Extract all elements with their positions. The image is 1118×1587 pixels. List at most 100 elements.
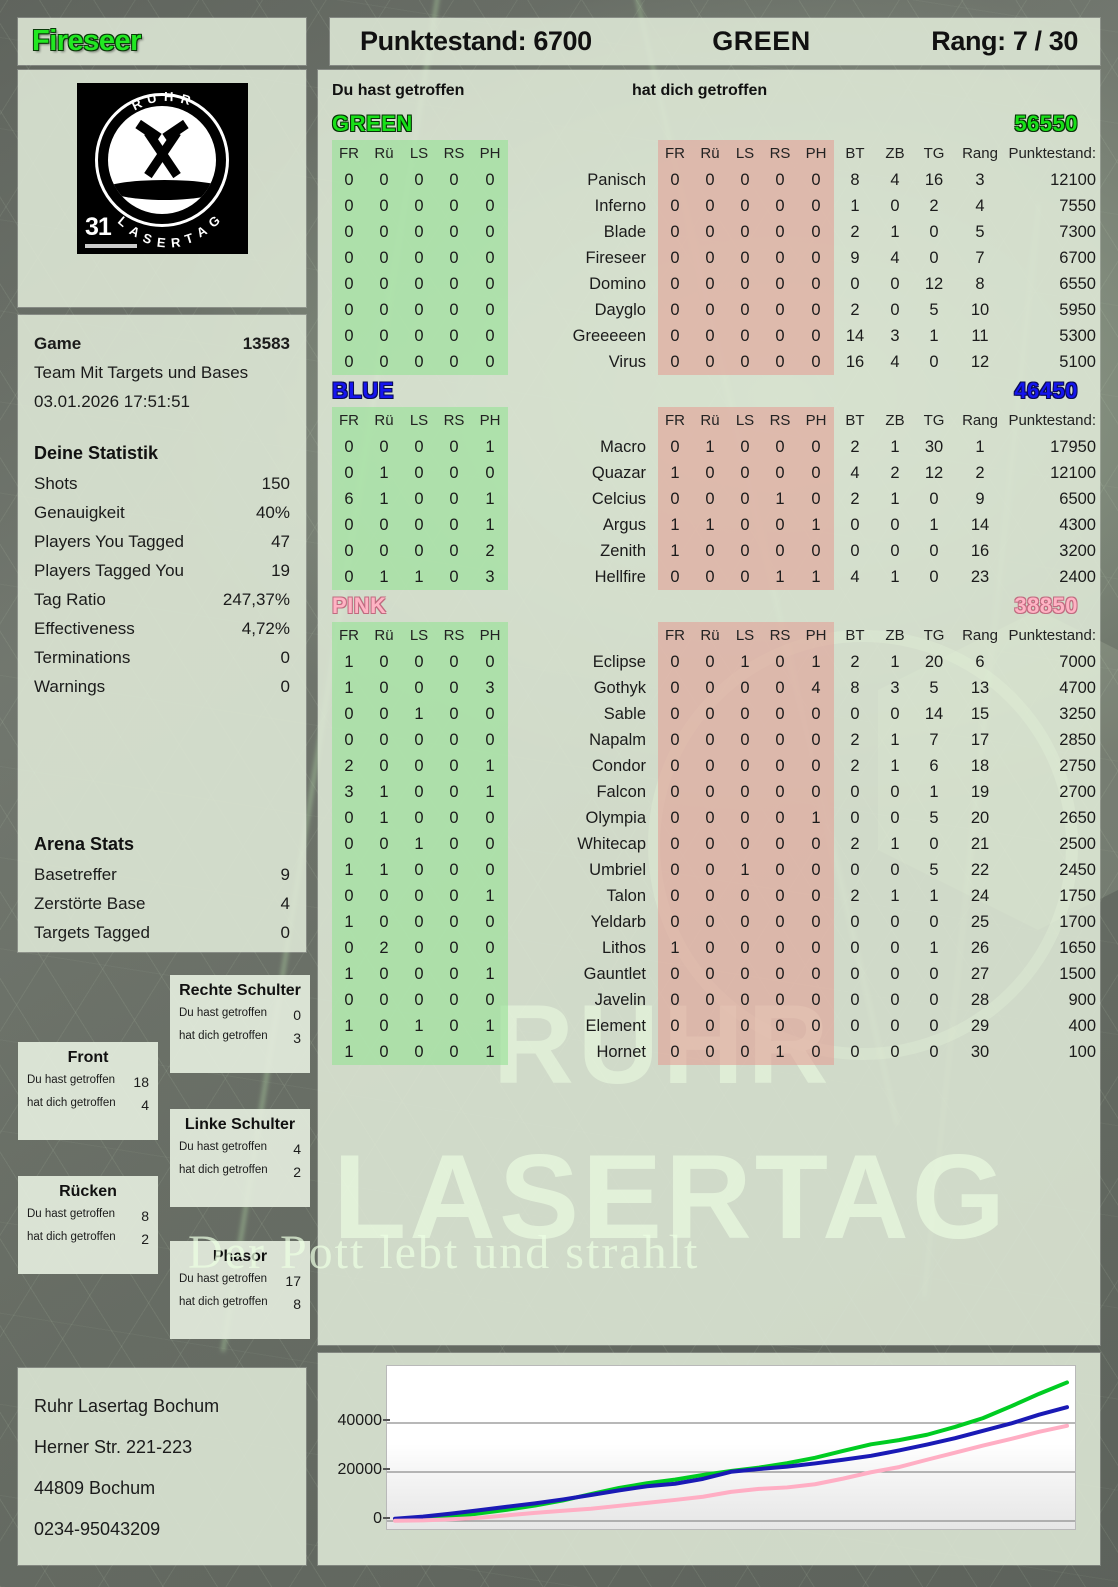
cell-zb: 4 bbox=[890, 170, 900, 189]
cell-hitby: 0 bbox=[658, 675, 692, 701]
arena-stat-row: Targets Tagged 0 bbox=[34, 918, 290, 947]
col-header-hitby: RS bbox=[762, 622, 798, 649]
hitbox-you-tagged-row: Du hast getroffen 17 bbox=[179, 1273, 301, 1289]
cell-hit: 0 bbox=[402, 805, 436, 831]
cell-bt: 2 bbox=[850, 300, 860, 319]
cell-hit: 0 bbox=[366, 1039, 402, 1065]
table-row: 1 0 0 0 1 Gauntlet 0 0 0 0 0 0 0 0 27 1500 bbox=[332, 961, 1104, 987]
cell-hit: 0 bbox=[366, 512, 402, 538]
hitbox-you-tagged-row: Du hast getroffen 0 bbox=[179, 1007, 301, 1023]
col-header-hit: Rü bbox=[366, 622, 402, 649]
cell-hitby: 0 bbox=[692, 193, 728, 219]
cell-hitby: 0 bbox=[798, 701, 834, 727]
cell-hit: 1 bbox=[472, 779, 508, 805]
cell-player-name: Whitecap bbox=[577, 834, 646, 853]
team-tables: Du hast getroffen hat dich getroffen GRE… bbox=[318, 70, 1100, 1080]
avatar: R U H R L A S E R T A G 31 bbox=[77, 83, 248, 254]
cell-hitby: 0 bbox=[762, 271, 798, 297]
cell-hitby: 0 bbox=[762, 193, 798, 219]
cell-zb: 0 bbox=[890, 515, 900, 534]
col-header-hit: FR bbox=[332, 140, 366, 167]
cell-hitby: 0 bbox=[762, 831, 798, 857]
hitbox-tagged-you-row: hat dich getroffen 4 bbox=[27, 1097, 149, 1113]
cell-zb: 0 bbox=[890, 912, 900, 931]
cell-bt: 4 bbox=[850, 567, 860, 586]
cell-hit: 1 bbox=[472, 434, 508, 460]
cell-hitby: 0 bbox=[692, 245, 728, 271]
cell-points: 6500 bbox=[1059, 489, 1096, 508]
cell-hit: 0 bbox=[402, 987, 436, 1013]
cell-hitby: 1 bbox=[762, 1039, 798, 1065]
cell-hitby: 0 bbox=[762, 512, 798, 538]
address-line-1: Ruhr Lasertag Bochum bbox=[34, 1396, 220, 1416]
cell-tg: 16 bbox=[924, 170, 944, 189]
cell-hit: 0 bbox=[436, 167, 472, 193]
cell-hitby: 0 bbox=[658, 961, 692, 987]
cell-rang: 21 bbox=[970, 834, 990, 853]
cell-tg: 5 bbox=[929, 860, 939, 879]
cell-hit: 0 bbox=[402, 753, 436, 779]
cell-hitby: 0 bbox=[692, 805, 728, 831]
cell-rang: 12 bbox=[970, 352, 990, 371]
stats-panel: Game 13583 Team Mit Targets und Bases 03… bbox=[18, 315, 306, 952]
cell-hitby: 1 bbox=[658, 460, 692, 486]
cell-rang: 14 bbox=[970, 515, 990, 534]
cell-tg: 30 bbox=[924, 437, 944, 456]
cell-hit: 0 bbox=[436, 909, 472, 935]
table-row: 0 2 0 0 0 Lithos 1 0 0 0 0 0 0 1 26 1650 bbox=[332, 935, 1104, 961]
cell-tg: 0 bbox=[929, 834, 939, 853]
cell-rang: 23 bbox=[970, 567, 990, 586]
cell-hit: 0 bbox=[366, 987, 402, 1013]
cell-player-name: Domino bbox=[589, 274, 646, 293]
score-header-bar: Punktestand: 6700 GREEN Rang: 7 / 30 bbox=[330, 18, 1100, 65]
col-header-hitby: PH bbox=[798, 622, 834, 649]
cell-hit: 0 bbox=[402, 486, 436, 512]
arena-stat-label: Targets Tagged bbox=[34, 923, 150, 942]
cell-hitby: 0 bbox=[798, 486, 834, 512]
cell-hit: 0 bbox=[436, 1013, 472, 1039]
table-row: 1 0 0 0 1 Hornet 0 0 0 1 0 0 0 0 30 100 bbox=[332, 1039, 1104, 1065]
cell-points: 17950 bbox=[1050, 437, 1096, 456]
cell-hitby: 0 bbox=[762, 857, 798, 883]
cell-hit: 1 bbox=[332, 857, 366, 883]
cell-hit: 1 bbox=[332, 909, 366, 935]
cell-bt: 2 bbox=[850, 437, 860, 456]
stat-label: Terminations bbox=[34, 648, 131, 667]
hitbox-you-tagged-label: Du hast getroffen bbox=[179, 1141, 268, 1153]
cell-hit: 1 bbox=[472, 753, 508, 779]
col-header-hitby: FR bbox=[658, 622, 692, 649]
cell-player-name: Gothyk bbox=[593, 678, 646, 697]
cell-hit: 0 bbox=[366, 909, 402, 935]
cell-hitby: 0 bbox=[692, 831, 728, 857]
cell-tg: 1 bbox=[929, 886, 939, 905]
hitbox-you-tagged-value: 0 bbox=[293, 1007, 301, 1023]
cell-hit: 0 bbox=[332, 564, 366, 590]
cell-bt: 1 bbox=[850, 196, 860, 215]
cell-player-name: Virus bbox=[608, 352, 646, 371]
cell-hitby: 0 bbox=[658, 987, 692, 1013]
cell-points: 12100 bbox=[1050, 463, 1096, 482]
col-header-extra: BT bbox=[845, 412, 865, 429]
game-label: Game bbox=[34, 334, 82, 353]
cell-bt: 14 bbox=[845, 326, 865, 345]
cell-hit: 0 bbox=[436, 701, 472, 727]
hitbox-you-tagged-label: Du hast getroffen bbox=[27, 1074, 116, 1086]
cell-hit: 0 bbox=[332, 219, 366, 245]
cell-hitby: 0 bbox=[728, 1013, 762, 1039]
cell-bt: 4 bbox=[850, 463, 860, 482]
hitbox-you-tagged-label: Du hast getroffen bbox=[179, 1007, 268, 1019]
chart-line-pink bbox=[393, 1423, 1069, 1523]
game-datetime: 03.01.2026 17:51:51 bbox=[34, 392, 190, 411]
table-row: 0 1 0 0 0 Quazar 1 0 0 0 0 4 2 12 2 12100 bbox=[332, 460, 1104, 486]
cell-player-name: Javelin bbox=[594, 990, 646, 1009]
cell-tg: 7 bbox=[929, 730, 939, 749]
cell-rang: 6 bbox=[975, 652, 985, 671]
cell-hit: 1 bbox=[472, 512, 508, 538]
cell-hitby: 0 bbox=[692, 349, 728, 375]
address-panel: Ruhr Lasertag Bochum Herner Str. 221-223… bbox=[18, 1368, 306, 1565]
arena-stat-row: Zerstörte Base 4 bbox=[34, 889, 290, 918]
avatar-badge-number: 31 bbox=[85, 213, 112, 241]
table-row: 0 0 0 0 0 Fireseer 0 0 0 0 0 9 4 0 7 6700 bbox=[332, 245, 1104, 271]
cell-hitby: 0 bbox=[692, 649, 728, 675]
cell-rang: 30 bbox=[970, 1042, 990, 1061]
